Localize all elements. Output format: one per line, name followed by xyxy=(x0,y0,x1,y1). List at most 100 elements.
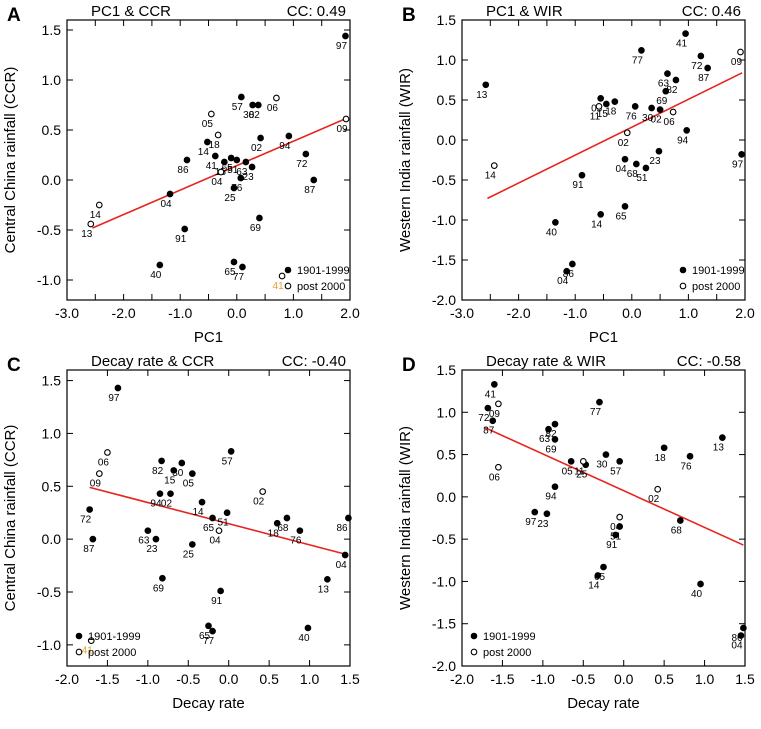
point-1901-1999 xyxy=(257,134,264,142)
point-1901-1999 xyxy=(248,163,256,171)
y-tick-label: 0.0 xyxy=(437,132,457,148)
point-1901-1999 xyxy=(642,164,650,172)
point-1901-1999 xyxy=(144,527,152,535)
point-1901-1999 xyxy=(233,156,241,164)
point-1901-1999 xyxy=(552,219,559,226)
point-label: 04 xyxy=(160,199,172,210)
point-label: 11 xyxy=(590,111,601,122)
point-1901-1999 xyxy=(205,622,212,630)
point-label: 23 xyxy=(243,172,255,183)
point-label: 04 xyxy=(336,560,348,571)
point-label: 40 xyxy=(150,270,162,281)
point-label: 76 xyxy=(680,461,692,472)
cc-value: CC: 0.46 xyxy=(682,3,741,20)
point-label: 30 xyxy=(243,110,255,121)
y-tick-label: -1.5 xyxy=(432,616,456,632)
legend-label-1901-1999: 1901-1999 xyxy=(483,631,536,643)
x-tick-label: 1.0 xyxy=(300,671,320,687)
point-1901-1999 xyxy=(602,100,610,108)
point-1901-1999 xyxy=(664,70,671,77)
point-1901-1999 xyxy=(237,93,245,101)
x-tick-label: 0.0 xyxy=(614,671,634,687)
point-1901-1999 xyxy=(567,457,575,465)
point-label: 57 xyxy=(222,456,234,467)
point-post-2000 xyxy=(104,449,111,456)
point-label: 14 xyxy=(591,219,603,230)
point-label: 69 xyxy=(250,223,262,234)
point-label: 51 xyxy=(636,173,648,184)
point-1901-1999 xyxy=(296,527,304,535)
point-label: 06 xyxy=(98,457,110,468)
point-1901-1999 xyxy=(341,551,349,559)
y-tick-label: -0.5 xyxy=(37,584,61,600)
x-tick-label: 1.5 xyxy=(340,671,360,687)
point-label: 06 xyxy=(489,472,501,483)
point-label: 25 xyxy=(576,470,588,481)
point-post-2000 xyxy=(595,103,603,110)
point-post-2000 xyxy=(217,168,225,176)
point-1901-1999 xyxy=(656,106,664,113)
point-1901-1999 xyxy=(283,514,291,522)
point-1901-1999 xyxy=(237,174,245,182)
x-tick-label: 0.0 xyxy=(219,671,239,687)
point-post-2000 xyxy=(490,162,498,169)
point-label: 76 xyxy=(626,111,638,122)
y-tick-label: 1.0 xyxy=(42,425,62,441)
point-1901-1999 xyxy=(648,104,655,112)
point-1901-1999 xyxy=(704,64,711,72)
point-1901-1999 xyxy=(167,490,174,498)
cc-value: CC: 0.49 xyxy=(287,3,346,20)
point-1901-1999 xyxy=(156,490,164,498)
point-1901-1999 xyxy=(551,435,559,443)
point-post-2000 xyxy=(654,485,662,493)
y-tick-label: -1.0 xyxy=(432,212,456,228)
y-tick-label: -1.5 xyxy=(432,252,456,268)
point-label: 63 xyxy=(236,167,248,178)
y-axis-label: Western India rainfall (WIR) xyxy=(397,68,414,252)
point-1901-1999 xyxy=(209,627,216,635)
point-label: 72 xyxy=(80,515,92,526)
x-tick-label: -2.0 xyxy=(55,671,79,687)
point-1901-1999 xyxy=(178,459,186,467)
point-label: 06 xyxy=(664,117,676,128)
point-1901-1999 xyxy=(158,457,165,465)
point-post-2000 xyxy=(737,48,744,56)
point-label: 30 xyxy=(642,113,654,124)
point-1901-1999 xyxy=(89,535,97,543)
point-1901-1999 xyxy=(697,580,704,588)
point-label: 11 xyxy=(574,466,585,477)
point-post-2000 xyxy=(623,129,631,137)
point-label: 23 xyxy=(649,156,661,167)
panel-a: -3.0 -2.0 -1.0 0.0 1.0 2.0 -1.0 -0.5 0.0 0.5 1.0 1.… xyxy=(2,3,360,346)
point-label: 91 xyxy=(606,540,618,551)
point-label: 82 xyxy=(249,110,261,121)
point-1901-1999 xyxy=(602,451,610,458)
regression-line xyxy=(487,72,743,200)
point-label: 91 xyxy=(211,596,223,607)
panel-b: -3.0 -2.0 -1.0 0.0 1.0 2.0-2.0-1.5-1.0-0.50.0… xyxy=(397,3,755,346)
x-tick-label: 2.0 xyxy=(735,305,755,321)
point-label: 04 xyxy=(557,276,569,287)
point-1901-1999 xyxy=(482,81,490,89)
x-tick-label: -1.5 xyxy=(490,671,514,687)
point-label: 97 xyxy=(732,159,744,170)
legend-label-post-2000: post 2000 xyxy=(692,281,740,293)
y-tick-label: 0.5 xyxy=(437,447,457,463)
x-tick-label: 1.0 xyxy=(679,305,699,321)
point-1901-1999 xyxy=(660,444,668,452)
x-tick-label: 0.0 xyxy=(622,305,642,321)
y-tick-label: -1.0 xyxy=(432,573,456,589)
point-label: 63 xyxy=(539,434,551,445)
panel-d: -2.0 -1.5 -1.0 -0.5 0.0 0.5 1.0 1.5 -2.0 -1.5 -1.0… xyxy=(397,353,755,712)
y-tick-label: -1.0 xyxy=(37,637,61,653)
point-label: 72 xyxy=(296,159,308,170)
panel-letter: B xyxy=(402,5,416,26)
panel-title: PC1 & CCR xyxy=(91,3,171,20)
point-post-2000 xyxy=(669,108,677,116)
point-post-2000 xyxy=(207,110,215,118)
point-label: 86 xyxy=(336,523,348,534)
x-tick-label: -0.5 xyxy=(571,671,595,687)
point-label: 09 xyxy=(90,479,102,490)
point-1901-1999 xyxy=(737,632,745,639)
point-1901-1999 xyxy=(285,132,293,140)
